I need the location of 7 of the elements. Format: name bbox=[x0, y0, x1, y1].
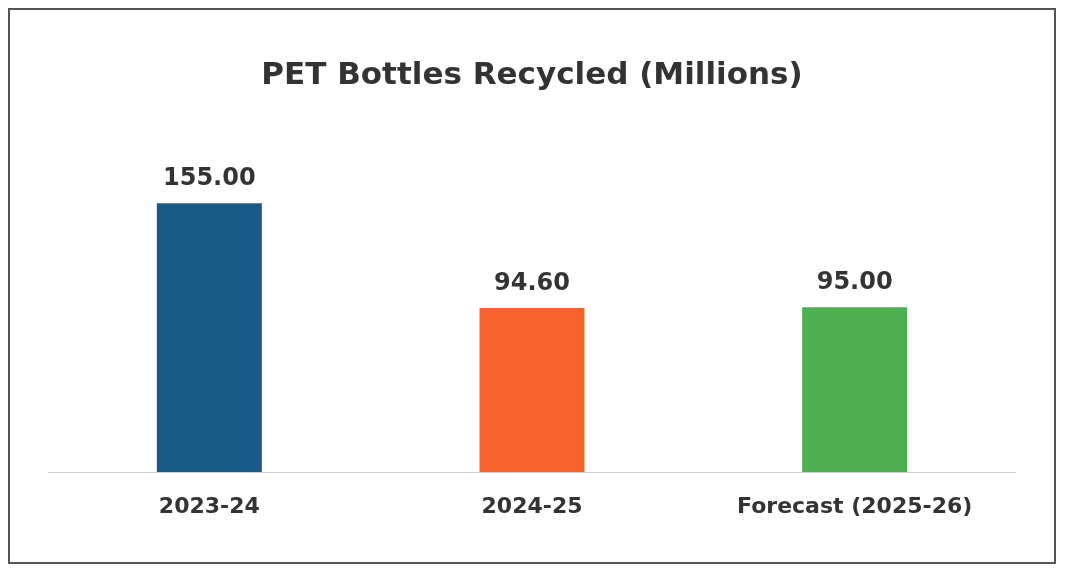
x-tick-label: Forecast (2025-26) bbox=[737, 492, 973, 518]
data-label: 94.60 bbox=[494, 268, 570, 297]
data-label: 155.00 bbox=[163, 163, 256, 192]
x-tick-label: 2024-25 bbox=[481, 492, 583, 518]
x-tick-label: 2023-24 bbox=[158, 492, 260, 518]
chart-title: PET Bottles Recycled (Millions) bbox=[261, 54, 803, 91]
data-label: 95.00 bbox=[816, 267, 893, 296]
